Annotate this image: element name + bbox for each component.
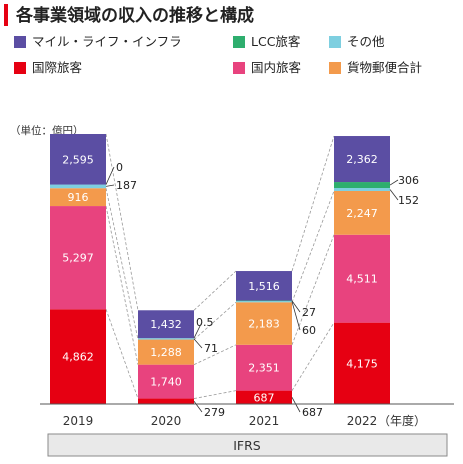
legend-label: LCC旅客: [251, 34, 301, 49]
connector-line: [105, 188, 139, 340]
bar-segment: [334, 322, 390, 404]
bar-segment: [334, 190, 390, 235]
data-label: 60: [302, 324, 316, 337]
chart-title: 各事業領域の収入の推移と構成: [15, 5, 254, 26]
x-axis-ticks: 2019 2020 2021 2022: [63, 414, 378, 428]
data-label: 2,362: [346, 153, 378, 166]
bar-segment: [138, 310, 194, 339]
legend-swatch: [233, 62, 245, 74]
connector-line: [193, 344, 237, 366]
leader-line: [389, 179, 399, 186]
ifrs-label: IFRS: [233, 438, 261, 453]
data-label: 279: [204, 406, 225, 419]
data-label: 2,183: [248, 318, 280, 331]
data-label: 152: [398, 194, 419, 207]
bars: 4,862 5,297 916 2,595 1,740 1,288 1,432 687 2,35…: [50, 134, 419, 419]
data-label: 4,511: [346, 273, 378, 286]
legend-swatch: [14, 62, 26, 74]
legend-label: 国内旅客: [251, 60, 302, 75]
connector-line: [105, 309, 139, 399]
data-label: 4,175: [346, 357, 378, 370]
bar-segment: [236, 271, 292, 301]
leader-line: [291, 397, 301, 413]
leader-line: [291, 300, 301, 313]
bar-segment: [50, 188, 106, 207]
data-label: 4,862: [62, 351, 94, 364]
connector-line: [193, 301, 237, 340]
bar-segment: [236, 301, 292, 303]
bar-segment: [50, 309, 106, 404]
connector-line: [291, 190, 335, 303]
data-label: 2,247: [346, 207, 378, 220]
legend-label: 国際旅客: [32, 60, 83, 75]
bar-segment: [334, 136, 390, 183]
legend-swatch: [233, 36, 245, 48]
connector-line: [193, 390, 237, 399]
bar-segment: [334, 182, 390, 189]
legend-label: マイル・ライフ・インフラ: [32, 34, 182, 49]
x-tick-label: 2022: [347, 414, 378, 428]
legend-swatch: [329, 36, 341, 48]
legend-swatch: [329, 62, 341, 74]
connector-line: [193, 270, 237, 311]
data-label: 2,351: [248, 362, 280, 375]
connector-line: [105, 205, 139, 365]
data-label: 187: [116, 179, 137, 192]
legend-label: その他: [347, 34, 385, 49]
leader-line: [193, 321, 203, 339]
data-label: 0: [116, 161, 123, 174]
bar-segment: [334, 188, 390, 191]
leader-line: [193, 401, 203, 413]
leader-line: [105, 166, 115, 185]
bar-segment: [236, 390, 292, 404]
bar-segment: [138, 364, 194, 399]
bar-segment: [236, 302, 292, 345]
data-label: 5,297: [62, 252, 94, 265]
connector-line: [291, 322, 335, 391]
bar-segment: [236, 300, 292, 302]
data-label: 0.5: [196, 316, 214, 329]
connector-line: [291, 135, 335, 272]
data-label: 1,432: [150, 318, 182, 331]
bar-segment: [334, 234, 390, 323]
data-label: 687: [254, 391, 275, 404]
ifrs-band: [47, 433, 448, 457]
x-tick-label: 2020: [151, 414, 182, 428]
data-label: 71: [204, 342, 218, 355]
x-tick-label: 2021: [249, 414, 280, 428]
leader-line: [291, 301, 301, 331]
unit-label: （単位：億円）: [10, 124, 84, 137]
data-label: 1,288: [150, 346, 182, 359]
bar-segment: [50, 184, 106, 189]
bar-segment: [138, 339, 194, 365]
bar-segment: [50, 134, 106, 185]
data-label: 1,516: [248, 280, 280, 293]
data-label: 687: [302, 406, 323, 419]
bar-segment: [236, 344, 292, 391]
legend-swatch: [14, 36, 26, 48]
leader-line: [105, 184, 115, 187]
bar-segment: [50, 206, 106, 310]
x-tick-label: 2019: [63, 414, 94, 428]
bar-segment: [138, 338, 194, 340]
bar-segment: [138, 398, 194, 404]
x-axis-unit-label: （年度）: [378, 413, 426, 428]
leader-line: [389, 189, 399, 201]
data-label: 1,740: [150, 376, 182, 389]
data-label: 2,595: [62, 153, 94, 166]
title-accent-bar: [4, 4, 8, 26]
legend-label: 貨物郵便合計: [347, 60, 422, 75]
data-label: 306: [398, 174, 419, 187]
data-label: 916: [68, 191, 89, 204]
leader-line: [193, 338, 203, 349]
data-label: 27: [302, 306, 316, 319]
